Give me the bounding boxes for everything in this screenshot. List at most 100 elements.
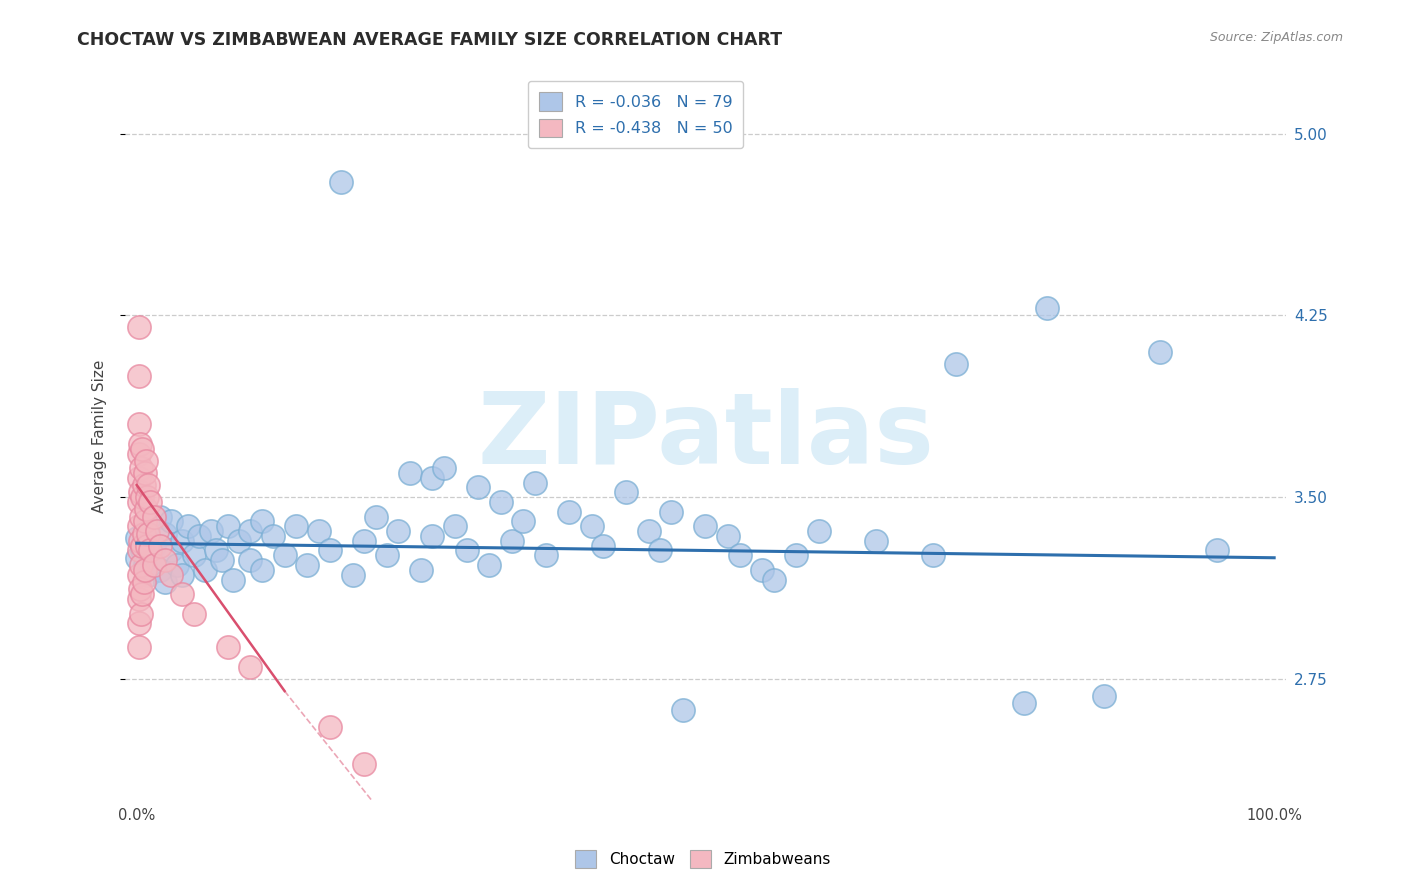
Point bbox=[148, 563, 170, 577]
Point bbox=[762, 573, 785, 587]
Point bbox=[136, 490, 159, 504]
Point bbox=[128, 446, 150, 460]
Point bbox=[148, 509, 170, 524]
Y-axis label: Average Family Size: Average Family Size bbox=[93, 359, 107, 513]
Point bbox=[422, 471, 444, 485]
Point bbox=[128, 417, 150, 432]
Point bbox=[1092, 689, 1115, 703]
Point bbox=[129, 437, 152, 451]
Point bbox=[128, 640, 150, 655]
Point bbox=[319, 543, 342, 558]
Point bbox=[387, 524, 409, 538]
Point bbox=[211, 553, 233, 567]
Point bbox=[153, 526, 176, 541]
Point bbox=[364, 509, 387, 524]
Point bbox=[135, 454, 157, 468]
Point bbox=[478, 558, 501, 572]
Point bbox=[142, 558, 165, 572]
Point bbox=[139, 495, 162, 509]
Point bbox=[132, 478, 155, 492]
Point bbox=[148, 539, 170, 553]
Point bbox=[131, 539, 153, 553]
Point bbox=[205, 543, 228, 558]
Point bbox=[217, 640, 239, 655]
Point bbox=[146, 524, 169, 538]
Point bbox=[129, 582, 152, 597]
Point bbox=[534, 549, 557, 563]
Point bbox=[153, 574, 176, 589]
Legend: R = -0.036   N = 79, R = -0.438   N = 50: R = -0.036 N = 79, R = -0.438 N = 50 bbox=[529, 81, 744, 148]
Point bbox=[808, 524, 831, 538]
Point bbox=[129, 533, 152, 548]
Point bbox=[1149, 344, 1171, 359]
Point bbox=[183, 549, 205, 563]
Point bbox=[136, 539, 159, 553]
Point bbox=[444, 519, 467, 533]
Point bbox=[134, 466, 156, 480]
Point bbox=[581, 519, 603, 533]
Point bbox=[717, 529, 740, 543]
Point bbox=[142, 509, 165, 524]
Point bbox=[411, 563, 433, 577]
Point bbox=[128, 616, 150, 631]
Point bbox=[128, 368, 150, 383]
Point bbox=[250, 563, 273, 577]
Point bbox=[136, 567, 159, 582]
Text: ZIPatlas: ZIPatlas bbox=[477, 388, 934, 485]
Point bbox=[131, 543, 153, 558]
Point bbox=[132, 574, 155, 589]
Point bbox=[501, 533, 523, 548]
Point bbox=[433, 461, 456, 475]
Point bbox=[172, 533, 194, 548]
Point bbox=[222, 573, 245, 587]
Point bbox=[456, 543, 478, 558]
Point bbox=[135, 502, 157, 516]
Point bbox=[512, 515, 534, 529]
Point bbox=[217, 519, 239, 533]
Point bbox=[131, 490, 153, 504]
Point bbox=[614, 485, 637, 500]
Point bbox=[160, 567, 183, 582]
Point bbox=[751, 563, 773, 577]
Legend: Choctaw, Zimbabweans: Choctaw, Zimbabweans bbox=[569, 844, 837, 873]
Point bbox=[728, 549, 751, 563]
Point bbox=[659, 505, 682, 519]
Point bbox=[183, 607, 205, 621]
Text: CHOCTAW VS ZIMBABWEAN AVERAGE FAMILY SIZE CORRELATION CHART: CHOCTAW VS ZIMBABWEAN AVERAGE FAMILY SIZ… bbox=[77, 31, 783, 49]
Point bbox=[308, 524, 330, 538]
Point bbox=[262, 529, 284, 543]
Point bbox=[128, 567, 150, 582]
Point bbox=[353, 533, 375, 548]
Point bbox=[239, 660, 262, 674]
Text: Source: ZipAtlas.com: Source: ZipAtlas.com bbox=[1209, 31, 1343, 45]
Point bbox=[398, 466, 420, 480]
Point bbox=[672, 703, 695, 717]
Point bbox=[592, 539, 614, 553]
Point bbox=[128, 591, 150, 606]
Point bbox=[194, 563, 217, 577]
Point bbox=[131, 607, 153, 621]
Point bbox=[134, 558, 156, 572]
Point bbox=[865, 533, 887, 548]
Point bbox=[250, 515, 273, 529]
Point bbox=[128, 495, 150, 509]
Point bbox=[177, 519, 200, 533]
Point bbox=[297, 558, 319, 572]
Point bbox=[172, 567, 194, 582]
Point bbox=[648, 543, 671, 558]
Point bbox=[330, 175, 353, 189]
Point bbox=[172, 587, 194, 601]
Point bbox=[922, 549, 945, 563]
Point bbox=[131, 509, 153, 524]
Point bbox=[945, 357, 967, 371]
Point bbox=[1035, 301, 1057, 315]
Point bbox=[467, 480, 489, 494]
Point bbox=[131, 442, 153, 456]
Point bbox=[134, 515, 156, 529]
Point bbox=[142, 539, 165, 553]
Point bbox=[523, 475, 546, 490]
Point bbox=[125, 532, 148, 546]
Point bbox=[125, 550, 148, 565]
Point bbox=[166, 558, 188, 572]
Point bbox=[188, 529, 211, 543]
